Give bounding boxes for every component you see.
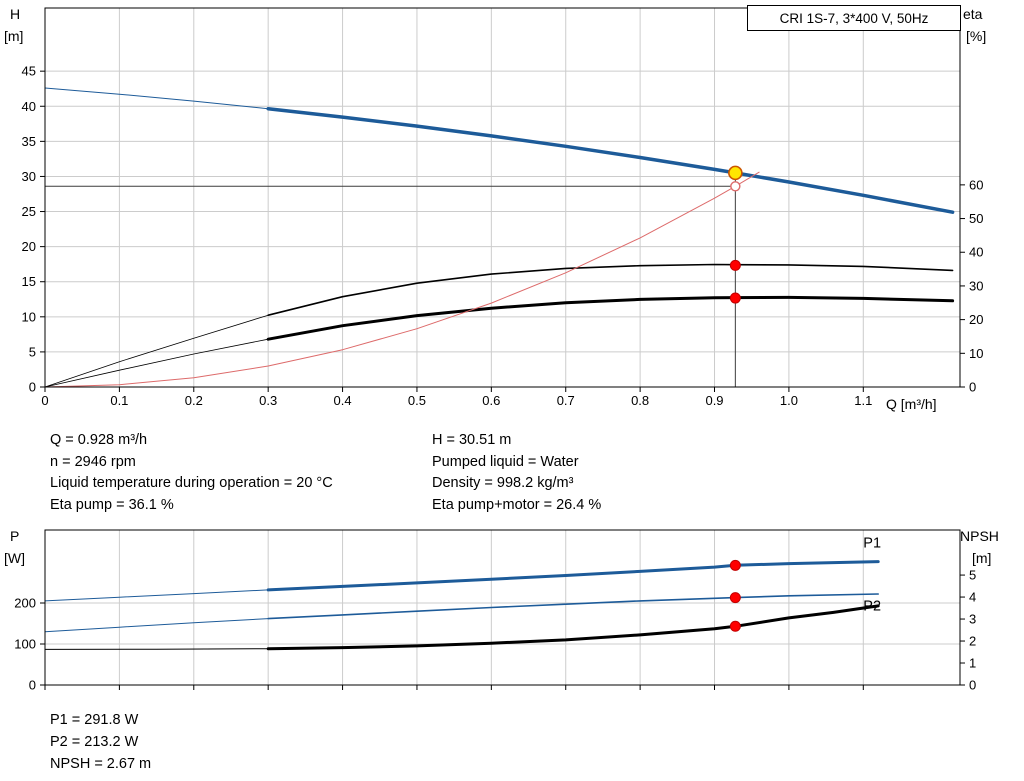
eta-pump-motor-low-flow	[44, 338, 269, 388]
annotation-npsh: NPSH = 2.67 m	[50, 756, 152, 772]
eta-pump-curve	[267, 263, 954, 317]
tick-label-left: 10	[22, 309, 36, 324]
tick-label-x: 0.4	[334, 393, 352, 408]
qh-y-right-axis-label: eta	[963, 6, 983, 22]
p1-low-flow	[44, 589, 269, 602]
npsh-curve	[266, 604, 880, 651]
annotation-head: H = 30.51 m	[432, 432, 512, 448]
tick-label-x: 1.0	[780, 393, 798, 408]
power-y-right-axis-label: NPSH	[960, 528, 999, 544]
tick-label-right: 0	[969, 678, 976, 693]
tick-label-x: 0	[41, 393, 48, 408]
npsh-low-flow	[44, 648, 269, 650]
plot-border	[44, 529, 961, 686]
p2-low-flow	[44, 618, 269, 633]
tick-label-left: 40	[22, 99, 36, 114]
x-axis-label: Q [m³/h]	[886, 396, 937, 412]
annotation-liquid: Pumped liquid = Water	[432, 454, 579, 470]
series-label-p1: P1	[863, 536, 881, 552]
tick-label-right: 60	[969, 177, 983, 192]
tick-label-right: 1	[969, 656, 976, 671]
tick-label-right: 50	[969, 211, 983, 226]
tick-label-right: 4	[969, 590, 976, 605]
tick-label-x: 0.1	[110, 393, 128, 408]
tick-label-x: 0.8	[631, 393, 649, 408]
annotation-eta-pump: Eta pump = 36.1 %	[50, 497, 174, 513]
tick-label-right: 5	[969, 568, 976, 583]
tick-label-x: 0.6	[482, 393, 500, 408]
pump-title-box: CRI 1S-7, 3*400 V, 50Hz	[747, 5, 961, 31]
tick-label-x: 0.2	[185, 393, 203, 408]
tick-label-left: 0	[29, 380, 36, 395]
p1-point	[729, 559, 741, 571]
eta-pump-low-flow	[44, 314, 269, 388]
tick-label-left: 200	[14, 595, 36, 610]
eta-pump-motor-point	[729, 292, 741, 304]
npsh-point	[729, 620, 741, 632]
p1-curve	[266, 560, 880, 592]
tick-label-right: 3	[969, 612, 976, 627]
tick-label-left: 20	[22, 239, 36, 254]
tick-label-right: 0	[969, 380, 976, 395]
annotation-temperature: Liquid temperature during operation = 20…	[50, 475, 333, 491]
annotation-p2: P2 = 213.2 W	[50, 734, 139, 750]
duty-point	[728, 165, 743, 181]
tick-label-left: 15	[22, 274, 36, 289]
system-curve	[44, 171, 760, 388]
head-curve	[266, 106, 955, 214]
p2-point	[729, 592, 741, 604]
tick-label-right: 10	[969, 346, 983, 361]
tick-label-right: 20	[969, 312, 983, 327]
annotation-eta-pump-motor: Eta pump+motor = 26.4 %	[432, 497, 602, 513]
tick-label-right: 2	[969, 634, 976, 649]
tick-label-left: 100	[14, 636, 36, 651]
power-y-left-axis-label: P	[10, 528, 20, 544]
tick-label-x: 0.7	[557, 393, 575, 408]
eta-pump-point	[729, 259, 741, 271]
annotation-flow: Q = 0.928 m³/h	[50, 432, 148, 448]
tick-label-left: 30	[22, 169, 36, 184]
tick-label-right: 30	[969, 278, 983, 293]
p2-curve	[267, 593, 880, 620]
qh-y-left-axis-unit: [m]	[4, 28, 24, 44]
tick-label-left: 0	[29, 678, 36, 693]
power-y-left-axis-unit: [W]	[4, 550, 25, 566]
annotation-density: Density = 998.2 kg/m³	[432, 475, 574, 491]
tick-label-right: 40	[969, 245, 983, 260]
tick-label-left: 25	[22, 204, 36, 219]
power-y-right-axis-unit: [m]	[972, 550, 992, 566]
eta-pump-motor-curve	[266, 295, 955, 341]
qh-y-left-axis-label: H	[10, 6, 21, 22]
plot-border	[44, 7, 961, 388]
tick-label-left: 5	[29, 344, 36, 359]
tick-label-x: 1.1	[854, 393, 872, 408]
tick-label-x: 0.5	[408, 393, 426, 408]
annotation-speed: n = 2946 rpm	[50, 454, 136, 470]
head-curve-low-flow	[44, 87, 269, 110]
tick-label-left: 35	[22, 134, 36, 149]
annotation-p1: P1 = 291.8 W	[50, 712, 139, 728]
tick-label-left: 45	[22, 64, 36, 79]
tick-label-x: 0.9	[705, 393, 723, 408]
requested-duty-point	[730, 181, 741, 192]
tick-label-x: 0.3	[259, 393, 277, 408]
series-label-p2: P2	[863, 598, 881, 614]
qh-y-right-axis-unit: [%]	[966, 28, 987, 44]
